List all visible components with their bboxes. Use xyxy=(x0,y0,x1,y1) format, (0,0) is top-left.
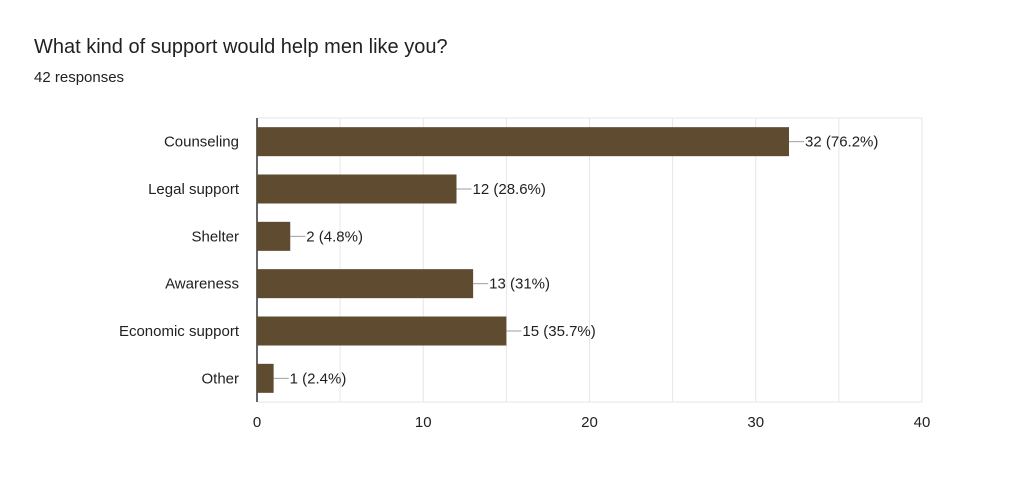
bar xyxy=(257,174,457,204)
data-label: 13 (31%) xyxy=(489,276,550,293)
x-tick-label: 0 xyxy=(253,414,261,431)
category-label: Shelter xyxy=(191,228,239,245)
category-label: Counseling xyxy=(164,134,239,151)
data-label: 12 (28.6%) xyxy=(473,181,546,198)
bar xyxy=(257,221,291,251)
chart-title: What kind of support would help men like… xyxy=(34,36,448,58)
grid-lines xyxy=(256,117,923,403)
x-tick-label: 30 xyxy=(747,414,764,431)
data-label: 15 (35.7%) xyxy=(522,323,595,340)
x-tick-label: 40 xyxy=(914,414,931,431)
x-tick-label: 20 xyxy=(581,414,598,431)
bar xyxy=(257,127,789,157)
bar xyxy=(257,316,507,346)
category-label: Awareness xyxy=(165,276,239,293)
bars xyxy=(257,127,789,393)
data-label: 1 (2.4%) xyxy=(290,370,347,387)
category-label: Other xyxy=(201,370,239,387)
data-label: 2 (4.8%) xyxy=(306,228,363,245)
x-axis-ticks: 0 10 20 30 40 xyxy=(253,414,931,431)
bar xyxy=(257,363,274,393)
category-label: Economic support xyxy=(119,323,240,340)
x-tick-label: 10 xyxy=(415,414,432,431)
data-labels: 32 (76.2%) 12 (28.6%) 2 (4.8%) 13 (31%) 15 (… xyxy=(273,134,878,387)
category-labels: Counseling Legal support Shelter Awareness E… xyxy=(119,134,240,388)
response-count: 42 responses xyxy=(34,69,125,86)
category-label: Legal support xyxy=(148,181,240,198)
data-label: 32 (76.2%) xyxy=(805,134,878,151)
bar xyxy=(257,269,474,299)
